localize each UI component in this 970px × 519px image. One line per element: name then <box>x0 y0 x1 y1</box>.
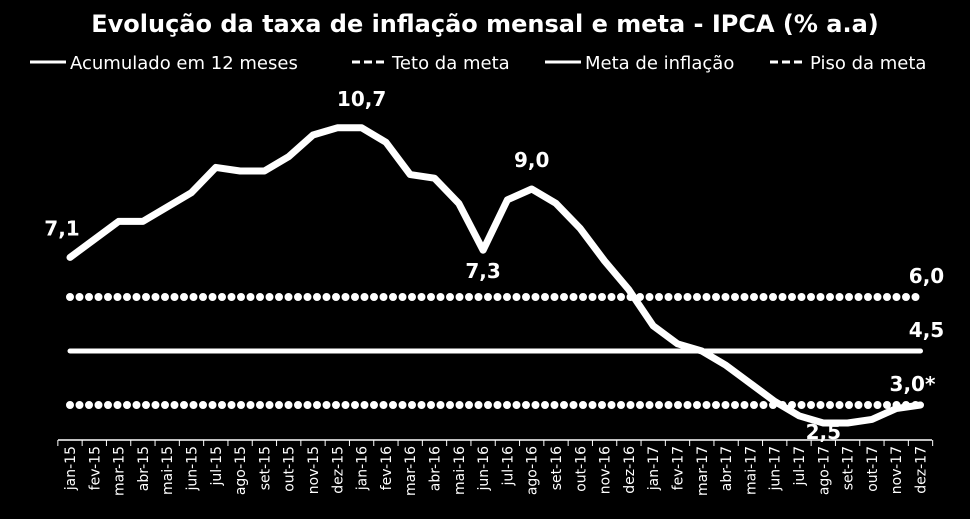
x-tick-label: out-17 <box>865 446 881 492</box>
x-tick-label: mar-16 <box>403 446 419 496</box>
data-label: 2,5 <box>806 420 841 444</box>
x-tick-label: ago-17 <box>816 446 832 495</box>
data-label: 3,0* <box>890 372 936 396</box>
x-tick-label: dez-16 <box>622 446 638 494</box>
series-line <box>66 124 924 427</box>
x-tick-label: abr-16 <box>428 446 444 491</box>
x-tick-label: nov-15 <box>306 446 322 494</box>
x-tick-label: mar-15 <box>112 446 128 496</box>
x-tick-label: jan-17 <box>646 446 662 491</box>
data-label: 7,3 <box>465 259 500 283</box>
data-label: 4,5 <box>909 318 944 342</box>
x-tick-label: jan-16 <box>355 446 371 491</box>
x-tick-label: nov-17 <box>889 446 905 494</box>
x-tick-label: set-17 <box>841 446 857 490</box>
x-tick-label: jun-15 <box>185 446 201 492</box>
x-tick-label: mai-15 <box>160 446 176 495</box>
x-tick-label: jun-17 <box>768 446 784 492</box>
x-tick-label: dez-17 <box>914 446 930 494</box>
x-tick-label: nov-16 <box>598 446 614 494</box>
x-tick-label: ago-15 <box>233 446 249 495</box>
x-tick-label: ago-16 <box>525 446 541 495</box>
chart-title: Evolução da taxa de inflação mensal e me… <box>91 10 879 38</box>
x-tick-label: set-15 <box>257 446 273 490</box>
legend-label: Acumulado em 12 meses <box>70 53 298 74</box>
x-tick-label: dez-15 <box>330 446 346 494</box>
x-tick-label: out-16 <box>573 446 589 492</box>
x-tick-label: set-16 <box>549 446 565 490</box>
x-tick-label: mai-17 <box>743 446 759 495</box>
x-tick-label: jul-16 <box>500 446 516 487</box>
x-tick-label: jul-17 <box>792 446 808 487</box>
legend-label: Meta de inflação <box>585 53 734 74</box>
data-label: 7,1 <box>44 216 79 240</box>
x-tick-label: fev-16 <box>379 446 395 490</box>
x-tick-label: jan-15 <box>63 446 79 491</box>
data-label: 10,7 <box>337 87 386 111</box>
x-tick-label: jun-16 <box>476 446 492 492</box>
x-tick-label: fev-17 <box>671 446 687 490</box>
legend-label: Piso da meta <box>810 53 926 74</box>
x-tick-label: mai-16 <box>452 446 468 495</box>
legend-label: Teto da meta <box>391 53 510 74</box>
x-tick-label: mar-17 <box>695 446 711 496</box>
x-tick-label: abr-15 <box>136 446 152 491</box>
data-label: 9,0 <box>514 148 549 172</box>
x-tick-label: abr-17 <box>719 446 735 491</box>
x-tick-label: fev-15 <box>87 446 103 490</box>
data-label: 6,0 <box>909 264 944 288</box>
x-tick-label: out-15 <box>282 446 298 492</box>
x-tick-label: jul-15 <box>209 446 225 487</box>
